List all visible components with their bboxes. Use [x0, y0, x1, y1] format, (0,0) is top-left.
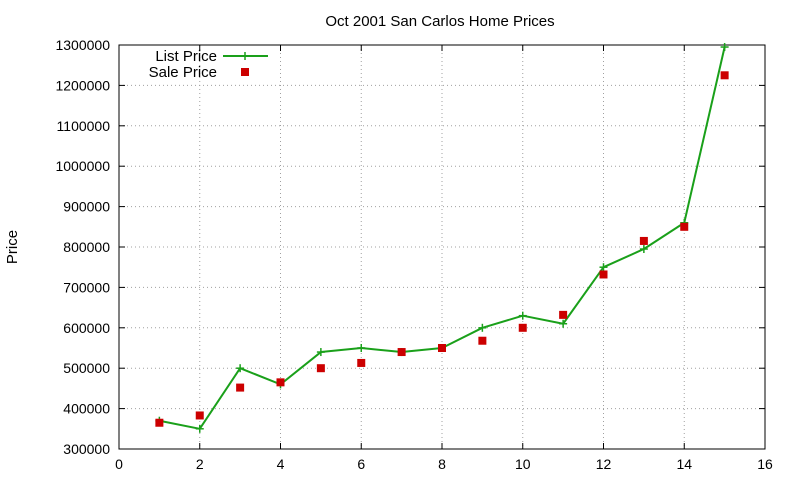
data-point [639, 245, 648, 254]
y-tick-label: 500000 [63, 360, 110, 376]
x-tick-label: 16 [757, 456, 773, 472]
y-tick-label: 900000 [63, 199, 110, 215]
grid [119, 45, 765, 449]
x-tick-label: 10 [515, 456, 531, 472]
legend-entry: List Price [155, 48, 268, 65]
data-point [518, 323, 527, 332]
plot-series [155, 43, 729, 433]
data-point [316, 364, 325, 373]
y-tick-label: 1100000 [57, 118, 111, 134]
y-tick-label: 700000 [63, 279, 110, 295]
x-tick-label: 8 [438, 456, 446, 472]
data-point [599, 263, 608, 272]
x-tick-label: 4 [277, 456, 285, 472]
x-tick-label: 0 [115, 456, 123, 472]
data-point [680, 222, 689, 231]
data-point [397, 348, 406, 357]
data-point [316, 348, 325, 357]
data-point [559, 319, 568, 328]
axes [118, 44, 766, 450]
y-tick-label: 1000000 [55, 158, 110, 174]
legend-marker [241, 68, 249, 76]
legend-label: Sale Price [149, 64, 217, 81]
y-tick-label: 400000 [63, 401, 110, 417]
y-tick-label: 1300000 [55, 37, 110, 53]
data-point [559, 310, 568, 319]
data-point [357, 344, 366, 352]
data-point [518, 311, 527, 320]
y-tick-label: 1200000 [55, 77, 110, 93]
data-point [720, 71, 729, 80]
legend-label: List Price [155, 48, 217, 65]
data-point [639, 236, 648, 245]
data-point [155, 418, 164, 427]
y-tick-label: 300000 [63, 441, 110, 457]
y-tick-label: 800000 [63, 239, 110, 255]
data-point [478, 336, 487, 345]
x-tick-label: 12 [596, 456, 612, 472]
data-point [720, 43, 729, 52]
legend-entry: Sale Price [149, 64, 249, 81]
x-tick-label: 6 [357, 456, 365, 472]
x-tick-label: 2 [196, 456, 204, 472]
chart-title: Oct 2001 San Carlos Home Prices [325, 13, 554, 30]
data-point [195, 424, 204, 433]
data-point [276, 378, 285, 387]
data-point [195, 411, 204, 420]
y-axis-label: Price [4, 230, 21, 264]
plot-border [118, 44, 766, 450]
series-sale-price [155, 71, 729, 427]
data-point [236, 364, 245, 373]
data-point [236, 383, 245, 392]
data-point [478, 323, 487, 332]
data-point [438, 344, 446, 352]
data-point [599, 270, 608, 279]
data-point [357, 358, 366, 367]
y-tick-label: 600000 [63, 320, 110, 336]
tick-labels: 0 2 4 6 8 10 12 14 16 300000 400000 500000 600000 700… [55, 37, 773, 472]
x-tick-label: 14 [676, 456, 692, 472]
legend-marker [241, 52, 249, 60]
